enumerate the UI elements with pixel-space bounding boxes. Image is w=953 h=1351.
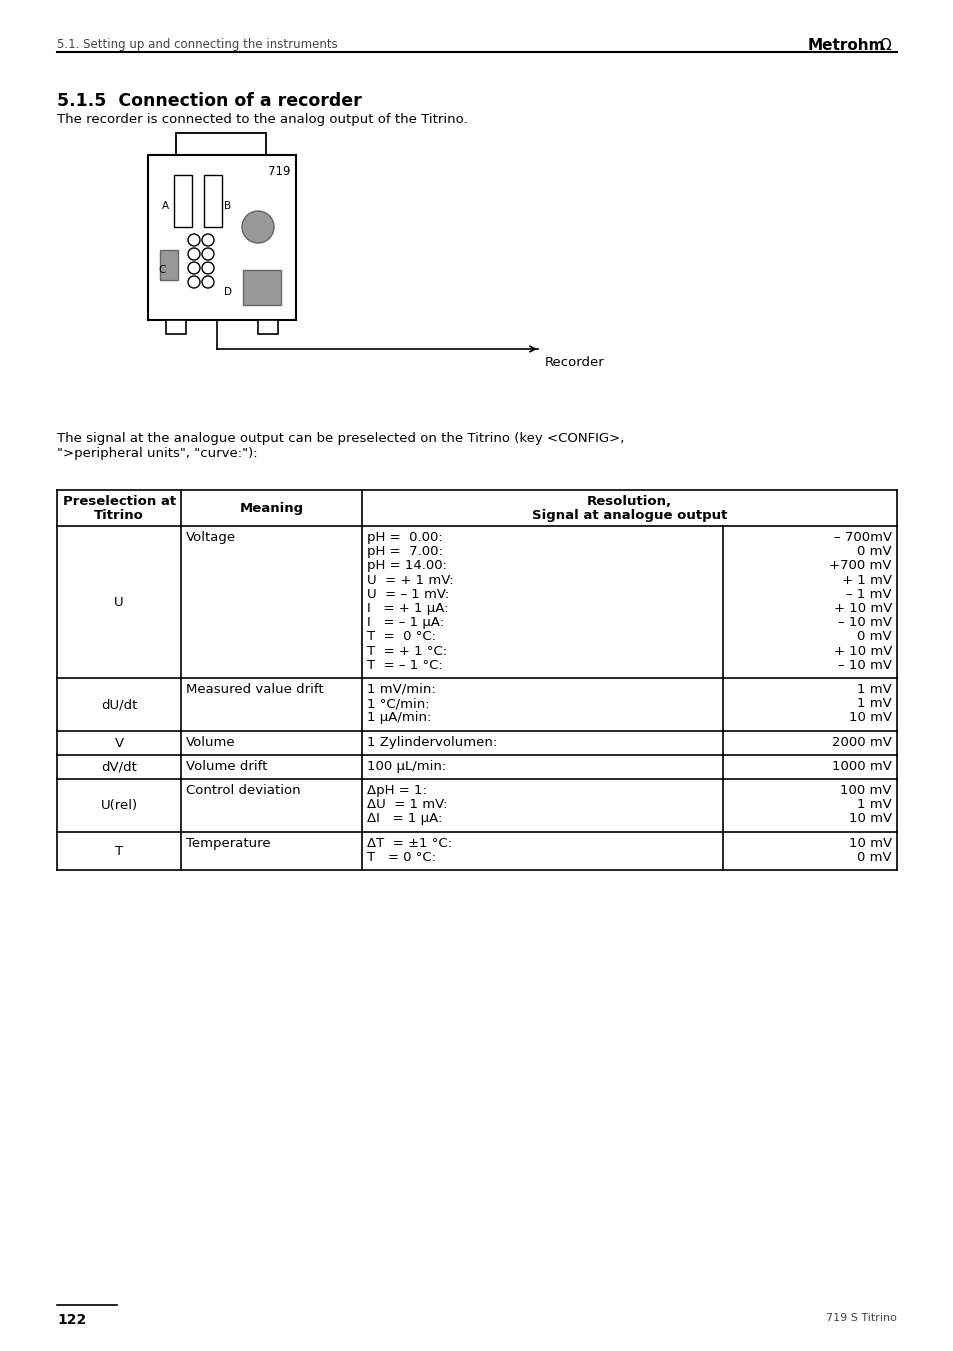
- Bar: [175, 132, 266, 155]
- Text: 10 mV: 10 mV: [848, 836, 891, 850]
- Circle shape: [202, 262, 213, 274]
- Text: – 700mV: – 700mV: [833, 531, 891, 544]
- Circle shape: [188, 276, 200, 288]
- Text: 719: 719: [268, 165, 291, 178]
- Text: Volume: Volume: [186, 735, 235, 748]
- Text: 1 mV: 1 mV: [857, 697, 891, 711]
- Text: 100 mV: 100 mV: [840, 784, 891, 797]
- Text: ΔU  = 1 mV:: ΔU = 1 mV:: [367, 798, 447, 811]
- Bar: [257, 320, 277, 334]
- Text: 100 μL/min:: 100 μL/min:: [367, 759, 446, 773]
- Text: 719 S Titrino: 719 S Titrino: [825, 1313, 896, 1323]
- Text: U  = – 1 mV:: U = – 1 mV:: [367, 588, 449, 601]
- Text: – 1 mV: – 1 mV: [845, 588, 891, 601]
- Text: Titrino: Titrino: [94, 509, 144, 521]
- Text: + 1 mV: + 1 mV: [841, 574, 891, 586]
- Text: 1 μA/min:: 1 μA/min:: [367, 712, 431, 724]
- Text: 122: 122: [57, 1313, 86, 1327]
- Bar: [166, 320, 186, 334]
- Text: D: D: [224, 286, 232, 297]
- Text: T: T: [115, 844, 123, 858]
- Bar: [243, 270, 281, 305]
- Text: 0 mV: 0 mV: [857, 631, 891, 643]
- Text: The recorder is connected to the analog output of the Titrino.: The recorder is connected to the analog …: [57, 113, 467, 126]
- Text: C: C: [158, 265, 165, 276]
- Text: Temperature: Temperature: [186, 836, 271, 850]
- Text: 0 mV: 0 mV: [857, 546, 891, 558]
- Text: Metrohm: Metrohm: [806, 38, 884, 53]
- Bar: [173, 176, 192, 227]
- Text: ">peripheral units", "curve:"):: ">peripheral units", "curve:"):: [57, 447, 257, 459]
- Bar: [160, 250, 178, 280]
- Text: U(rel): U(rel): [100, 800, 137, 812]
- Text: A: A: [162, 201, 169, 211]
- Text: Signal at analogue output: Signal at analogue output: [531, 509, 726, 521]
- Text: 1 mV: 1 mV: [857, 798, 891, 811]
- Text: U  = + 1 mV:: U = + 1 mV:: [367, 574, 453, 586]
- Text: 1 °C/min:: 1 °C/min:: [367, 697, 429, 711]
- Text: I   = + 1 μA:: I = + 1 μA:: [367, 603, 448, 615]
- Text: T   = 0 °C:: T = 0 °C:: [367, 851, 436, 863]
- Text: Recorder: Recorder: [544, 357, 604, 369]
- Text: pH =  7.00:: pH = 7.00:: [367, 546, 442, 558]
- Circle shape: [242, 211, 274, 243]
- Text: Ω: Ω: [880, 38, 896, 53]
- Text: Meaning: Meaning: [239, 503, 303, 515]
- Text: Preselection at: Preselection at: [63, 494, 175, 508]
- Circle shape: [188, 262, 200, 274]
- Text: + 10 mV: + 10 mV: [833, 644, 891, 658]
- Circle shape: [188, 249, 200, 259]
- Text: pH =  0.00:: pH = 0.00:: [367, 531, 442, 544]
- Text: dV/dt: dV/dt: [101, 761, 137, 774]
- Text: 1000 mV: 1000 mV: [831, 759, 891, 773]
- Text: T  = + 1 °C:: T = + 1 °C:: [367, 644, 447, 658]
- Text: pH = 14.00:: pH = 14.00:: [367, 559, 446, 573]
- Circle shape: [202, 249, 213, 259]
- Text: The signal at the analogue output can be preselected on the Titrino (key <CONFIG: The signal at the analogue output can be…: [57, 432, 623, 444]
- Text: I   = – 1 μA:: I = – 1 μA:: [367, 616, 443, 630]
- Text: U: U: [114, 596, 124, 609]
- Text: – 10 mV: – 10 mV: [837, 659, 891, 671]
- Text: 5.1.5  Connection of a recorder: 5.1.5 Connection of a recorder: [57, 92, 361, 109]
- Text: T  = – 1 °C:: T = – 1 °C:: [367, 659, 442, 671]
- Text: 1 Zylindervolumen:: 1 Zylindervolumen:: [367, 735, 497, 748]
- Text: Volume drift: Volume drift: [186, 759, 268, 773]
- Text: Resolution,: Resolution,: [586, 494, 671, 508]
- Text: ΔI   = 1 μA:: ΔI = 1 μA:: [367, 812, 442, 825]
- Text: + 10 mV: + 10 mV: [833, 603, 891, 615]
- Bar: [204, 176, 222, 227]
- Text: B: B: [224, 201, 231, 211]
- Circle shape: [202, 276, 213, 288]
- Text: Control deviation: Control deviation: [186, 784, 300, 797]
- Text: ΔpH = 1:: ΔpH = 1:: [367, 784, 426, 797]
- Text: ΔT  = ±1 °C:: ΔT = ±1 °C:: [367, 836, 452, 850]
- Circle shape: [202, 234, 213, 246]
- Text: 10 mV: 10 mV: [848, 712, 891, 724]
- Text: dU/dt: dU/dt: [101, 698, 137, 711]
- Text: 2000 mV: 2000 mV: [831, 735, 891, 748]
- Text: 5.1. Setting up and connecting the instruments: 5.1. Setting up and connecting the instr…: [57, 38, 337, 51]
- Text: +700 mV: +700 mV: [828, 559, 891, 573]
- Text: 1 mV/min:: 1 mV/min:: [367, 684, 436, 696]
- Text: V: V: [114, 736, 124, 750]
- Bar: [148, 155, 295, 320]
- Circle shape: [188, 234, 200, 246]
- Text: Voltage: Voltage: [186, 531, 236, 544]
- Text: 0 mV: 0 mV: [857, 851, 891, 863]
- Text: Measured value drift: Measured value drift: [186, 684, 324, 696]
- Text: – 10 mV: – 10 mV: [837, 616, 891, 630]
- Text: 10 mV: 10 mV: [848, 812, 891, 825]
- Text: T  =  0 °C:: T = 0 °C:: [367, 631, 436, 643]
- Text: 1 mV: 1 mV: [857, 684, 891, 696]
